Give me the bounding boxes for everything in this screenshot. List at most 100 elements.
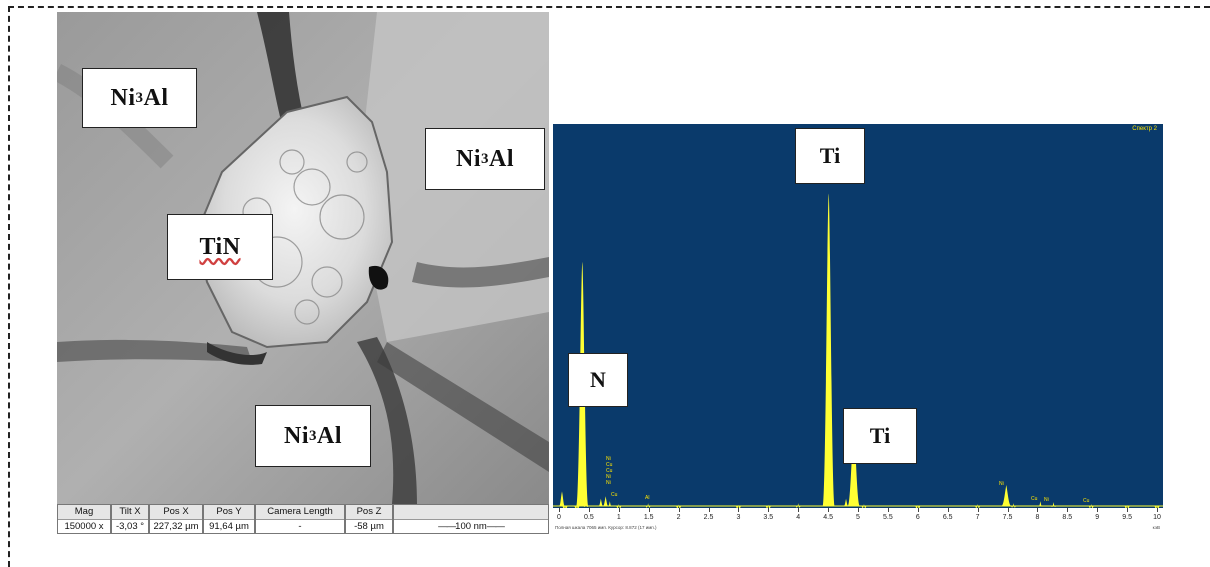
x-tick-mark [618, 508, 620, 512]
x-tick-mark [1007, 508, 1009, 512]
figure-frame-left [8, 6, 10, 567]
x-tick-label: 9.5 [1122, 514, 1132, 521]
minor-label-text: Cu [606, 468, 613, 474]
x-tick-label: 0.5 [584, 514, 594, 521]
peak-label-text: Ti [869, 423, 891, 448]
x-tick-mark [887, 508, 889, 512]
minor-peak-label-cluster-1: Ni Cu Cu Ni Ni [606, 456, 612, 486]
x-tick-label: 9 [1095, 514, 1100, 521]
minor-peak-label-cu: Cu [1031, 496, 1038, 502]
spectrum-peak [645, 503, 652, 508]
x-tick-label: 8.5 [1062, 514, 1073, 521]
info-cell-camera-length: Camera Length - [255, 504, 345, 534]
x-tick-label: 7 [975, 514, 980, 521]
x-tick-label: 6.5 [942, 514, 953, 521]
x-tick-mark [1097, 508, 1099, 512]
spectrum-peak [735, 505, 742, 508]
label-subscript: 3 [481, 150, 489, 167]
spectrum-peak [1088, 504, 1095, 508]
info-value: 91,64 µm [204, 518, 254, 533]
x-tick-label: 10 [1153, 514, 1161, 521]
scale-bar: —— 100 nm —— [394, 518, 548, 533]
spectrum-footer-note: Полная шкала 7065 имп. Курсор: 8.872 (17… [555, 525, 657, 530]
info-header: Camera Length [267, 506, 333, 518]
x-tick-mark [858, 508, 859, 512]
info-value: 150000 x [58, 518, 110, 533]
spectrum-peak [573, 506, 580, 508]
x-tick-label: 8 [1035, 514, 1040, 521]
x-tick-label: 2.5 [703, 514, 714, 521]
info-value: - [256, 518, 344, 533]
spectrum-peak [847, 423, 860, 506]
x-tick-label: 7.5 [1002, 514, 1013, 521]
spectrum-peak [597, 498, 604, 507]
info-cell-scale-bar: —— 100 nm —— [393, 504, 549, 534]
x-tick-mark [947, 508, 949, 512]
spectrum-peak [914, 505, 921, 508]
x-tick-mark [738, 508, 740, 512]
spectrum-peak [765, 504, 772, 508]
label-ni3al-top-left: Ni 3 Al [82, 68, 197, 128]
spectrum-peak [1050, 502, 1057, 508]
peak-label-ti-minor: Ti [843, 408, 917, 464]
x-tick-label: 5 [856, 514, 860, 521]
minor-peak-label-ni: Ni [1044, 497, 1049, 503]
x-tick-label: 4.5 [823, 514, 833, 521]
tem-info-bar: Mag 150000 x Tilt X -3,03 ° Pos X 227,32… [57, 504, 549, 534]
label-subscript: 3 [135, 89, 144, 106]
spectrum-peak [1010, 503, 1017, 508]
spectrum-peak [822, 193, 835, 506]
info-value: -58 µm [346, 518, 392, 533]
x-tick-mark [559, 508, 560, 512]
x-tick-mark [678, 508, 680, 512]
x-tick-mark [1127, 508, 1129, 512]
spectrum-peak [615, 504, 622, 508]
x-tick-label: 4 [796, 514, 801, 521]
x-tick-mark [768, 508, 770, 512]
minor-peak-label-al: Al [645, 495, 650, 501]
label-text: Al [317, 422, 342, 449]
x-tick-label: 0 [557, 514, 561, 521]
label-text: Ni [284, 422, 309, 449]
x-tick-label: 6 [915, 514, 920, 521]
spectrum-unit-label: кэВ [1152, 525, 1160, 530]
spectrum-peak [606, 501, 613, 507]
scale-bar-line: —— [486, 520, 505, 532]
peak-label-text: Ti [819, 143, 841, 168]
spectrum-peak [1037, 501, 1044, 507]
spectrum-peak [561, 506, 568, 508]
info-cell-mag: Mag 150000 x [57, 504, 111, 534]
tem-micrograph: Ni 3 Al Ni 3 Al TiN Ni 3 Al Mag 150000 x Tilt … [57, 12, 549, 534]
info-header: Pos Z [356, 506, 382, 518]
x-tick-mark [1067, 508, 1069, 512]
x-tick-label: 3 [736, 514, 741, 521]
x-tick-mark [917, 508, 919, 512]
spectrum-peak [1124, 505, 1131, 508]
scale-bar-spacer [394, 505, 548, 519]
x-tick-mark [828, 508, 830, 512]
spectrum-peak [558, 491, 565, 506]
info-header: Mag [74, 506, 94, 518]
scale-bar-line: —— [438, 520, 456, 532]
minor-peak-label-ni: Ni [999, 481, 1004, 487]
x-tick-label: 2 [676, 514, 681, 521]
figure-frame-top [8, 6, 1210, 8]
spectrum-peak [1154, 505, 1160, 508]
label-ni3al-right: Ni 3 Al [425, 128, 545, 190]
minor-label-text: Ni [606, 474, 611, 480]
x-tick-label: 1.5 [643, 514, 654, 521]
x-tick-mark [798, 508, 800, 512]
x-tick-mark [1037, 508, 1039, 512]
info-header: Pos Y [216, 506, 242, 518]
label-tin: TiN [167, 214, 273, 280]
spectrum-peak [675, 504, 682, 508]
x-tick-mark [588, 508, 590, 512]
x-tick-label: 3.5 [763, 514, 774, 521]
spectrum-peak [860, 504, 867, 508]
info-cell-pos-y: Pos Y 91,64 µm [203, 504, 255, 534]
minor-label-text: Cu [606, 462, 613, 468]
label-text: Ni [110, 84, 136, 111]
spectrum-peak [602, 496, 609, 506]
spectrum-plot-area: Спектр 2 Ni Cu Cu Ni Ni Cu Al Ni Cu Ni C… [553, 124, 1163, 508]
info-header: Pos X [163, 506, 189, 518]
